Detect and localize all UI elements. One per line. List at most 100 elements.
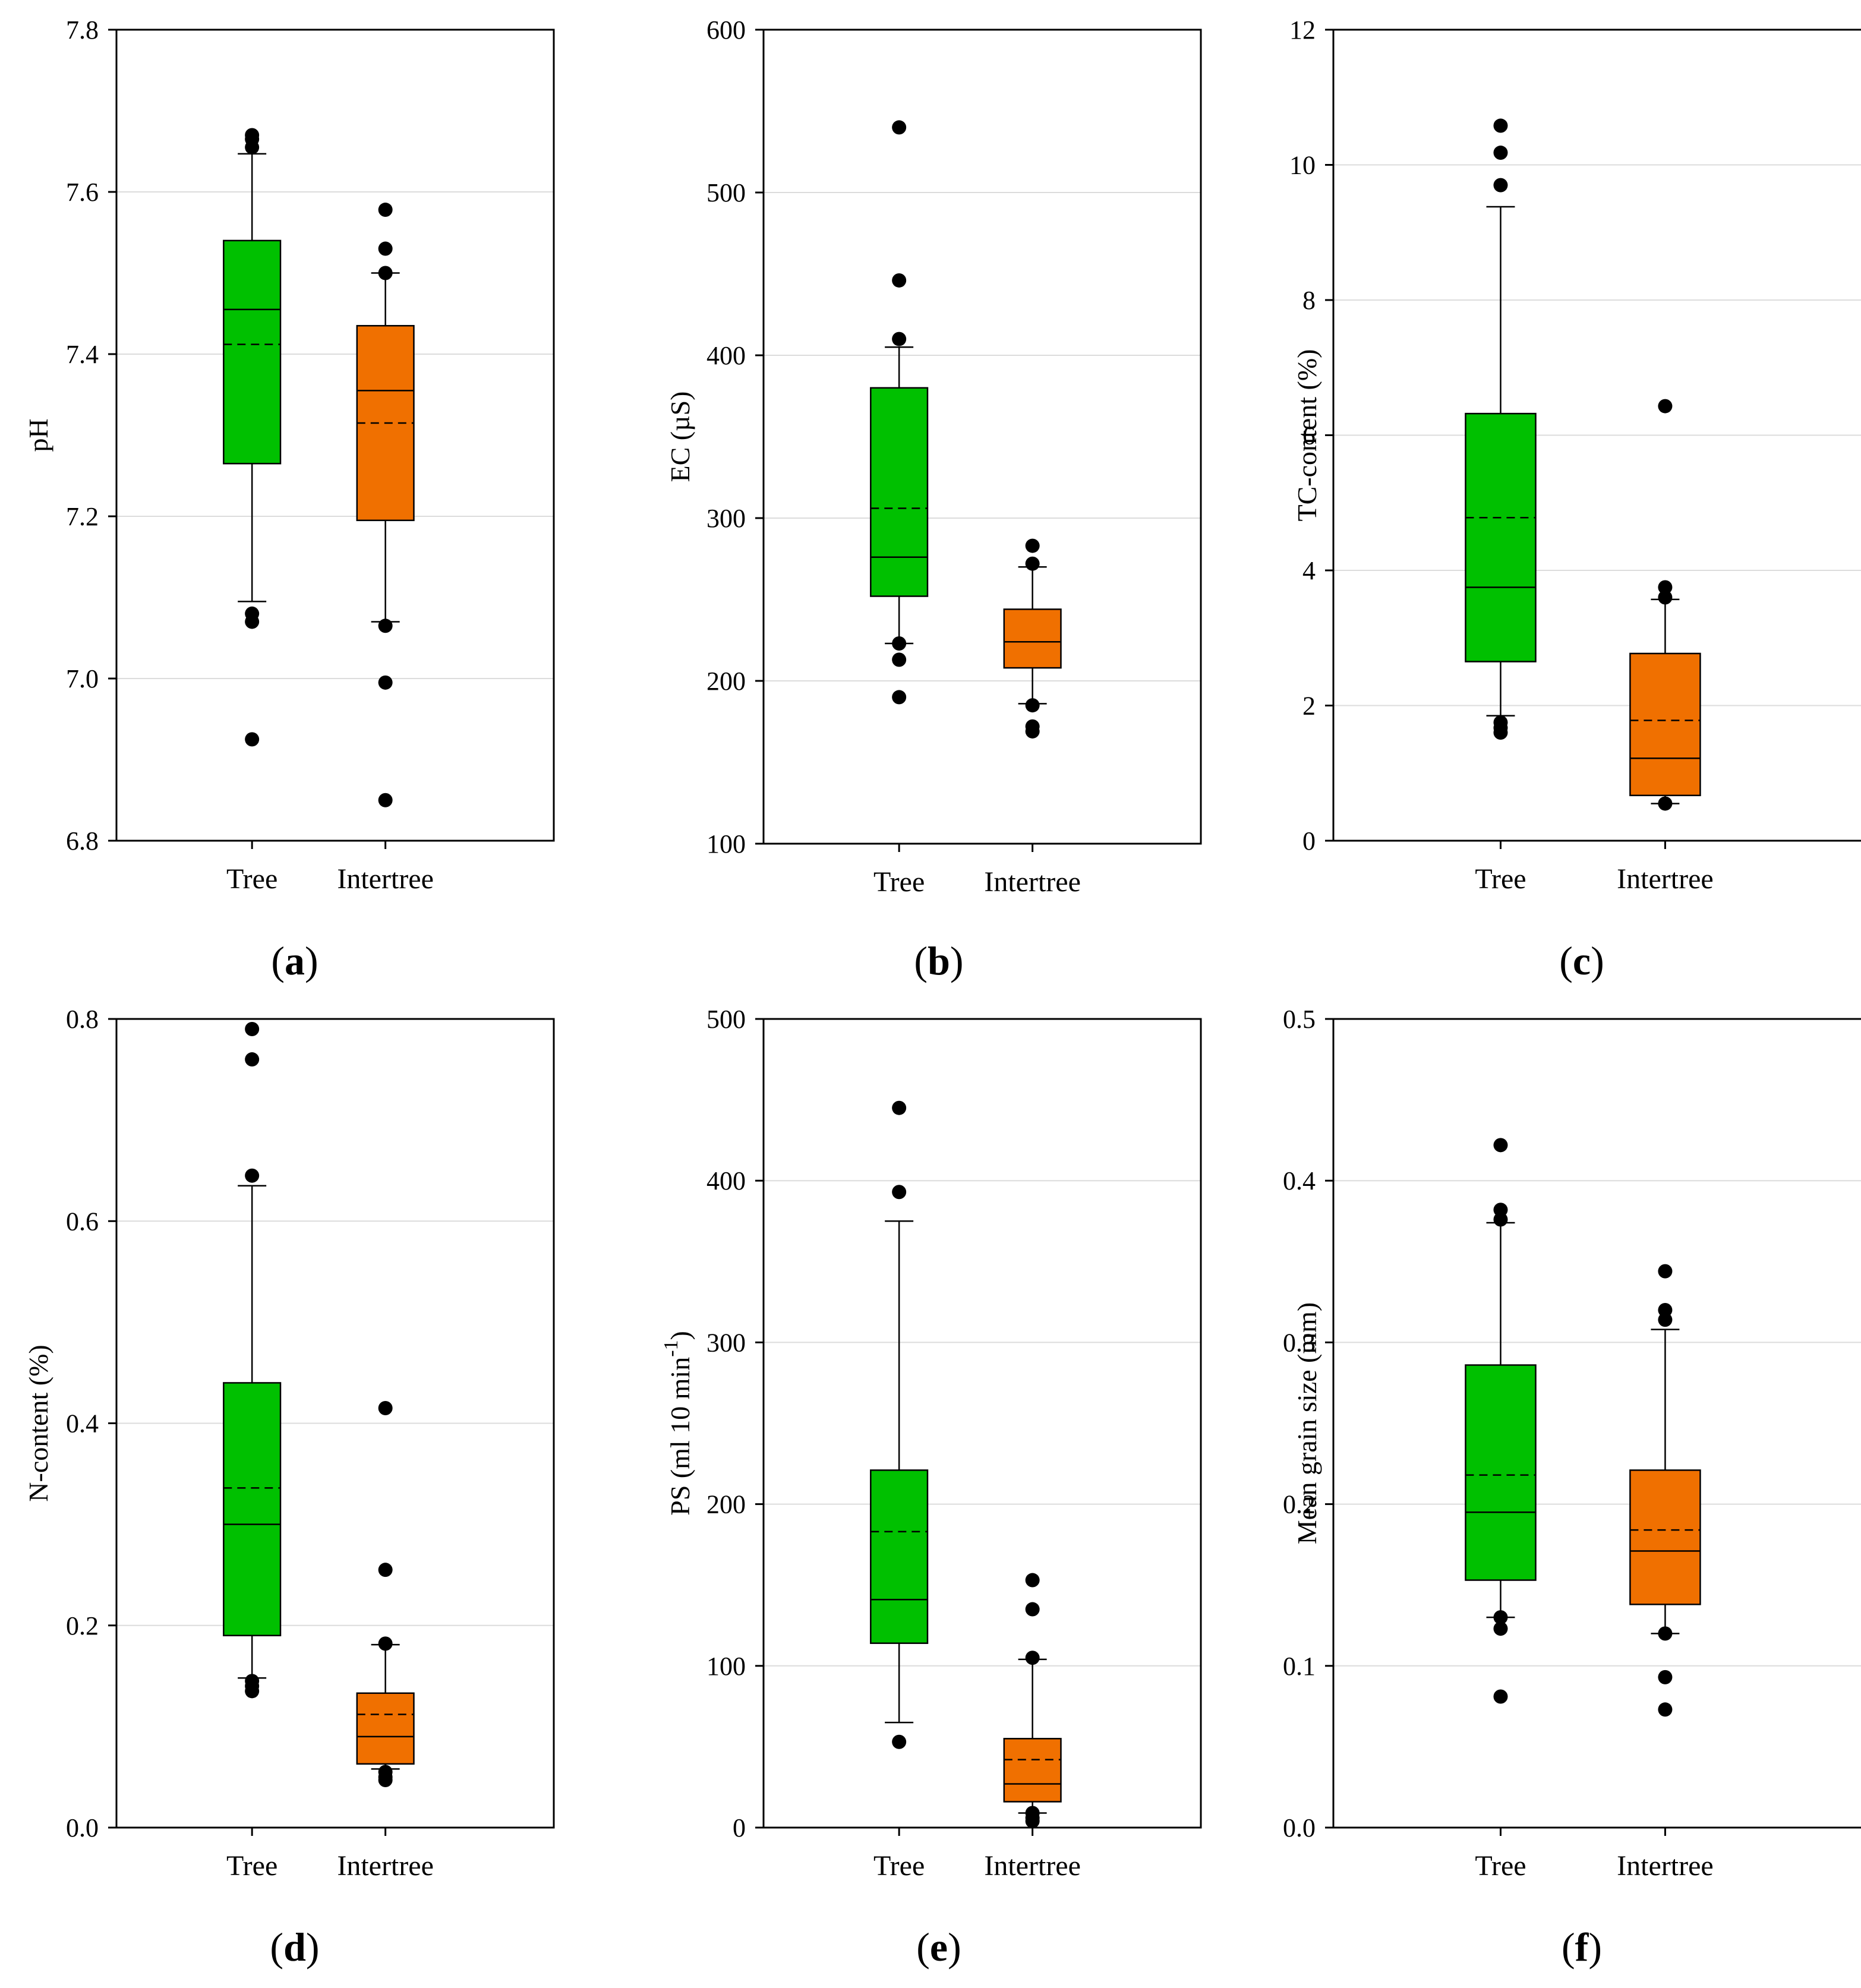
panel-f: 0.0 0.1 0.2 0.3 0.4 0.5 Mean grain size (mm) Tr… [1283,1005,1861,1970]
outlier-point [1493,146,1508,160]
series-tree: Tree [870,1100,929,1882]
y-tick-label: 7.6 [66,178,99,207]
outlier-point [378,1563,393,1577]
series-tree: Tree [1465,118,1537,895]
panel-c: 0 2 4 6 8 10 12 TC-content (%) Tree Intertree (c) [1289,15,1861,983]
outlier-point [1658,1702,1673,1717]
outlier-point [1025,556,1040,571]
x-tick-label: Intertree [1617,1850,1714,1882]
series-intertree: Intertree [337,203,434,895]
outlier-point [1493,1610,1508,1625]
y-axis-title: Mean grain size (mm) [1292,1302,1322,1544]
x-tick-label: Intertree [337,1850,434,1882]
y-axis-title: pH [23,418,53,452]
y-tick-label: 4 [1302,556,1316,585]
x-tick-label: Tree [873,1850,925,1882]
outlier-point [245,1684,260,1699]
panel-label: (a) [271,938,318,983]
series-tree: Tree [223,128,282,895]
y-tick-label: 0.3 [1283,1328,1316,1357]
outlier-point [1658,1626,1673,1641]
panel-label: (c) [1559,938,1604,983]
y-tick-label: 7.8 [66,15,99,45]
outlier-point [245,732,260,747]
outlier-point [1658,1264,1673,1279]
outlier-point [378,266,393,280]
outlier-point [1493,178,1508,193]
x-tick-label: Tree [226,863,277,895]
y-tick-label: 0.4 [1283,1166,1316,1195]
y-tick-label: 400 [706,341,746,370]
y-tick-label: 500 [706,1005,746,1034]
y-tick-label: 6 [1302,421,1316,450]
box-iqr [356,1692,415,1765]
series-intertree: Intertree [1617,1264,1714,1882]
y-tick-label: 8 [1302,286,1316,315]
panel-label: (d) [270,1924,319,1970]
panel-label: (f) [1562,1924,1602,1970]
y-tick-label: 7.0 [66,664,99,693]
series-intertree: Intertree [1617,399,1714,895]
y-tick-label: 0.0 [66,1813,99,1842]
box-iqr [223,1382,282,1637]
outlier-point [1658,1670,1673,1684]
outlier-point [378,1400,393,1415]
x-tick-label: Tree [873,866,925,898]
series-intertree: Intertree [337,1400,434,1882]
panel-b: 100 200 300 400 500 600 EC (µS) Tree Intertree (b… [665,15,1202,983]
outlier-point [1493,725,1508,740]
series-intertree: Intertree [984,538,1081,898]
outlier-point [1025,1651,1040,1665]
y-tick-label: 0.6 [66,1207,99,1236]
y-tick-label: 300 [706,1328,746,1357]
outlier-point [1493,1138,1508,1153]
outlier-point [892,636,907,651]
outlier-point [245,1168,260,1183]
y-tick-label: 0.1 [1283,1652,1316,1681]
panel-d: 0.0 0.2 0.4 0.6 0.8 N-content (%) Tree Intertre… [23,1005,555,1970]
panel-a: 6.8 7.0 7.2 7.4 7.6 7.8 pH Tree Intertree (a) [23,15,555,983]
y-axis-title: TC-content (%) [1292,349,1322,522]
x-tick-label: Intertree [337,863,434,895]
y-tick-label: 7.4 [66,340,99,369]
outlier-point [1658,1312,1673,1327]
series-intertree: Intertree [984,1573,1081,1882]
outlier-point [1025,698,1040,713]
outlier-point [1025,724,1040,739]
outlier-point [378,1773,393,1788]
y-tick-label: 100 [706,1652,746,1681]
y-tick-label: 0.4 [66,1409,99,1438]
outlier-point [378,793,393,807]
outlier-point [1493,1689,1508,1704]
box-iqr [1003,1738,1062,1803]
box-iqr [870,387,929,597]
y-tick-label: 12 [1289,15,1316,45]
x-tick-label: Intertree [984,1850,1081,1882]
outlier-point [1493,1621,1508,1636]
y-tick-label: 200 [706,667,746,696]
outlier-point [892,332,907,346]
y-tick-label: 6.8 [66,826,99,856]
x-tick-label: Intertree [1617,863,1714,895]
panel-label: (b) [914,938,963,983]
y-tick-label: 400 [706,1166,746,1195]
outlier-point [1025,1602,1040,1617]
plot-frame [762,1018,1202,1829]
outlier-point [1658,399,1673,414]
outlier-point [245,1052,260,1067]
panel-label: (e) [916,1924,961,1970]
y-tick-label: 10 [1289,151,1316,180]
x-tick-label: Tree [1475,1850,1526,1882]
plot-frame [1332,1018,1861,1829]
y-axis-title: EC (µS) [665,391,695,482]
outlier-point [1025,1573,1040,1588]
y-tick-label: 0.0 [1283,1813,1316,1842]
outlier-point [378,241,393,256]
y-tick-label: 200 [706,1490,746,1519]
box-iqr [1465,1364,1537,1581]
outlier-point [378,1636,393,1651]
series-tree: Tree [1465,1138,1537,1882]
y-tick-label: 0.2 [1283,1490,1316,1519]
box-iqr [1465,412,1537,662]
